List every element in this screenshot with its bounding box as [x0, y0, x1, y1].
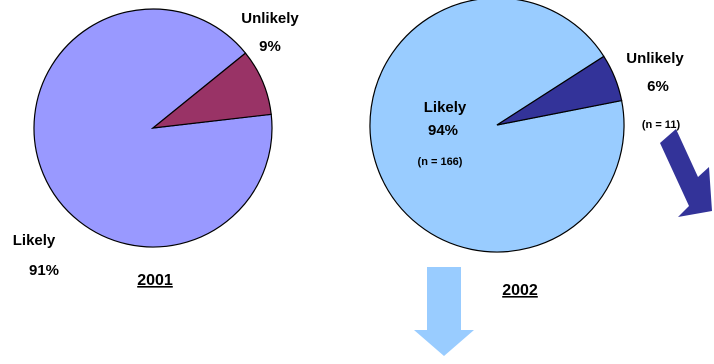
- diagonal-arrow-unlikely: [660, 129, 712, 217]
- pie-2002-year-label: 2002: [502, 282, 538, 299]
- pie-2002-unlikely-pct: 6%: [647, 78, 669, 95]
- pie-2001-likely-pct: 91%: [29, 262, 59, 279]
- pie-2002-slice-likely: [369, 0, 625, 253]
- pie-2001-slice-unlikely: [151, 52, 272, 129]
- pie-2002-slice-unlikely: [496, 55, 623, 126]
- pie-2001-likely-label: Likely: [13, 232, 56, 249]
- pie-2002: Likely 94% (n = 166) Unlikely 6% (n = 11…: [369, 0, 684, 299]
- pie-2002-unlikely-n: (n = 11): [642, 119, 681, 131]
- pie-2001-year-label: 2001: [137, 272, 173, 289]
- pie-2002-likely-label: Likely: [424, 99, 467, 116]
- down-arrow-likely: [414, 267, 474, 356]
- pie-2001-unlikely-label: Unlikely: [241, 10, 299, 27]
- pie-2002-likely-n: (n = 166): [418, 156, 463, 168]
- pie-2002-likely-pct: 94%: [428, 122, 458, 139]
- pie-2001-unlikely-pct: 9%: [259, 38, 281, 55]
- pie-2002-unlikely-label: Unlikely: [626, 50, 684, 67]
- pie-2001: Unlikely 9% Likely 91% 2001: [13, 8, 299, 289]
